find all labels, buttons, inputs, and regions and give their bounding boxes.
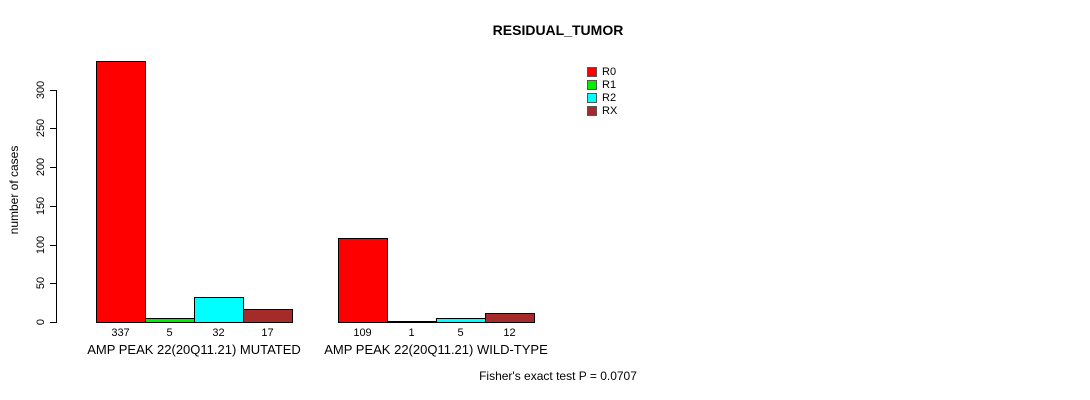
legend-swatch-rx <box>587 105 597 116</box>
y-axis-title: number of cases <box>7 145 21 235</box>
bar-value-label: 17 <box>261 327 274 339</box>
y-axis-tick-label: 300 <box>35 80 47 99</box>
legend-item-r1: R1 <box>587 78 617 91</box>
chart-title: RESIDUAL_TUMOR <box>492 22 624 38</box>
bar-r0-group2 <box>338 237 388 323</box>
y-axis-tick <box>50 128 56 130</box>
statistical-test-annotation: Fisher's exact test P = 0.0707 <box>479 369 637 383</box>
bar-value-label: 337 <box>111 327 130 339</box>
y-axis-tick <box>50 167 56 168</box>
bar-r0-group1 <box>96 60 146 323</box>
group-label: AMP PEAK 22(20Q11.21) WILD-TYPE <box>324 342 548 357</box>
bar-value-label: 12 <box>503 327 516 339</box>
y-axis-line <box>56 89 57 323</box>
legend: R0 R1 R2 RX <box>587 65 617 117</box>
legend-item-r2: R2 <box>587 91 617 104</box>
bar-value-label: 1 <box>408 327 415 339</box>
bar-rx-group1 <box>243 308 293 323</box>
legend-swatch-r2 <box>587 92 597 103</box>
y-axis-tick <box>50 89 56 91</box>
bar-value-label: 5 <box>457 327 464 339</box>
bar-r1-group1 <box>145 318 195 323</box>
legend-item-r0: R0 <box>587 65 617 78</box>
y-axis-tick-label: 0 <box>35 318 47 326</box>
bar-rx-group2 <box>485 312 535 323</box>
group-label: AMP PEAK 22(20Q11.21) MUTATED <box>87 342 301 357</box>
y-axis-tick-label: 200 <box>35 157 47 177</box>
bar-value-label: 109 <box>353 327 372 339</box>
y-axis-tick-label: 250 <box>35 119 47 138</box>
y-axis-tick <box>50 283 56 285</box>
bar-r2-group2 <box>436 318 486 323</box>
y-axis-tick <box>50 322 56 323</box>
y-axis-tick <box>50 205 56 207</box>
bar-r2-group1 <box>194 297 244 323</box>
legend-item-rx: RX <box>587 104 617 117</box>
y-axis-tick-label: 150 <box>35 196 47 215</box>
bar-r1-group2 <box>387 321 437 323</box>
bar-value-label: 5 <box>166 327 173 339</box>
legend-swatch-r1 <box>587 79 597 90</box>
legend-label: RX <box>602 104 618 117</box>
legend-label: R2 <box>602 91 617 104</box>
legend-label: R0 <box>602 65 617 78</box>
bar-value-label: 32 <box>212 327 225 339</box>
legend-label: R1 <box>602 78 617 91</box>
y-axis-tick <box>50 244 56 246</box>
legend-swatch-r0 <box>587 66 597 77</box>
y-axis-tick-label: 50 <box>35 277 47 290</box>
y-axis-tick-label: 100 <box>35 235 47 254</box>
